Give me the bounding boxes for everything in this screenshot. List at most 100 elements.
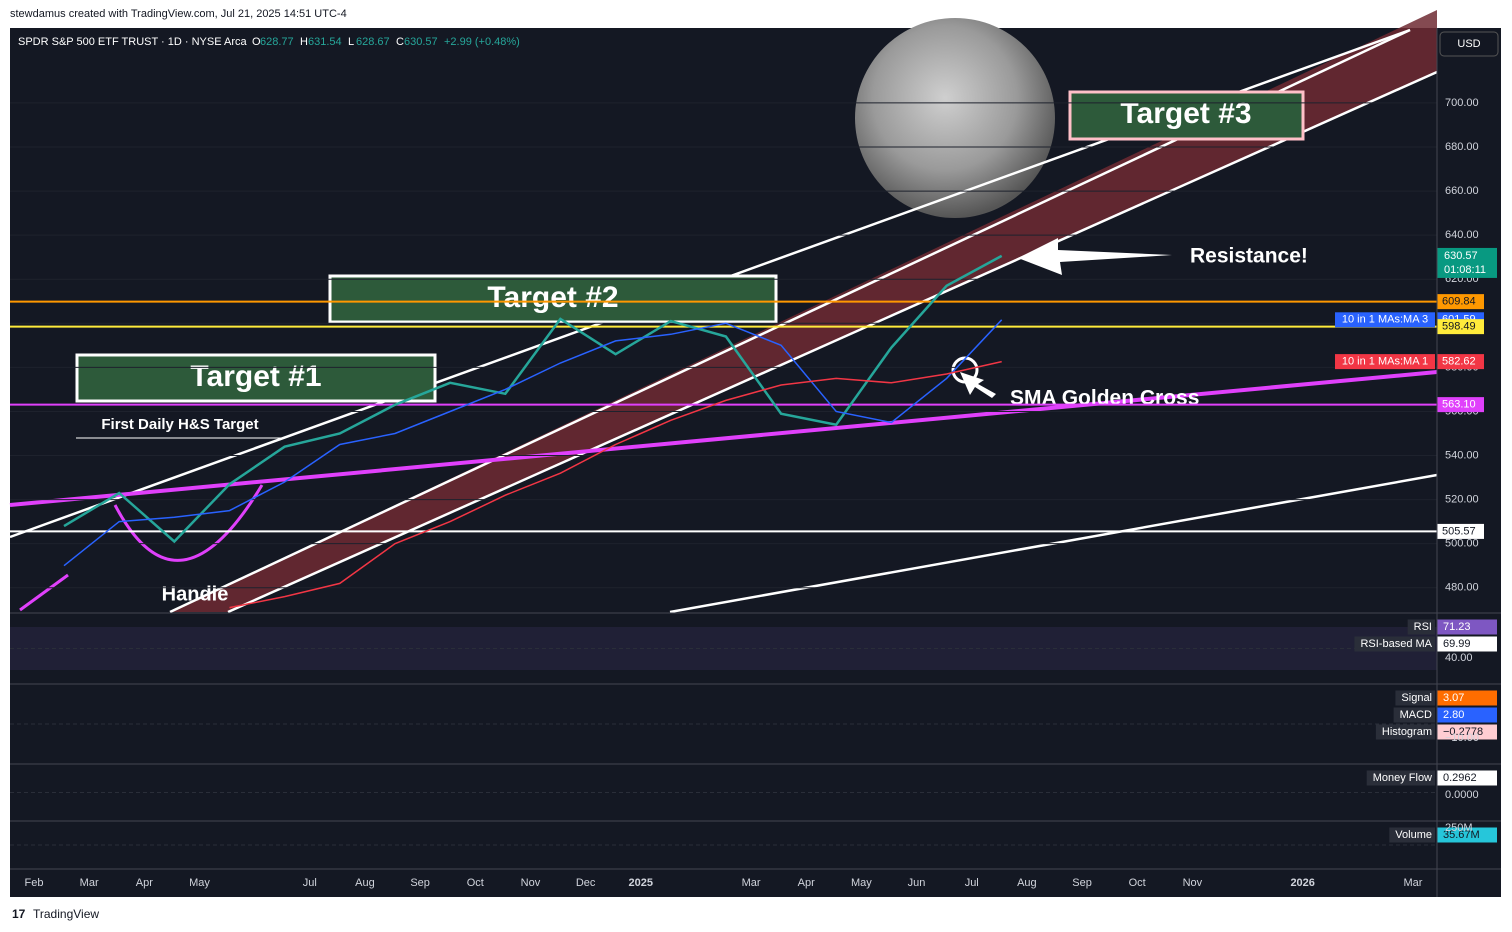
y-tick-label: 520.00 <box>1445 494 1479 506</box>
price-badge <box>1437 294 1484 310</box>
price-badge <box>1437 354 1484 370</box>
price-badge-label: 609.84 <box>1442 296 1476 308</box>
x-tick-label: Jun <box>908 877 926 889</box>
header-text: O <box>252 36 261 48</box>
indicator-name-bg <box>1389 827 1435 843</box>
indicator-name-bg <box>1395 690 1435 706</box>
y-tick-label: 480.00 <box>1445 582 1479 594</box>
header-text: +2.99 (+0.48%) <box>444 36 520 48</box>
indicator-value: 0.2962 <box>1443 772 1477 784</box>
price-badge <box>1437 319 1484 335</box>
x-tick-label: Nov <box>521 877 541 889</box>
header-text: C <box>396 36 404 48</box>
annotation: First Daily H&S Target <box>101 416 258 433</box>
indicator-value: 3.07 <box>1443 692 1464 704</box>
header-text: 628.77 <box>260 36 294 48</box>
indicator-name-bg <box>1393 707 1435 723</box>
indicator-value-bg <box>1437 827 1497 843</box>
indicator-value: 2.80 <box>1443 709 1464 721</box>
arrow <box>1018 238 1172 275</box>
credit: stewdamus created with TradingView.com, … <box>10 8 347 20</box>
pane-tick: 0.0000 <box>1445 789 1479 801</box>
x-tick-label: Jul <box>303 877 317 889</box>
x-tick-label: May <box>189 877 210 889</box>
target-box <box>328 274 778 324</box>
moon <box>855 18 1055 218</box>
pane-tick: 250M <box>1445 822 1473 834</box>
indicator-name-bg <box>1366 770 1435 786</box>
indicator-name-bg <box>1375 724 1435 740</box>
y-tick-label: 500.00 <box>1445 538 1479 550</box>
ma-label-bg <box>1335 354 1435 370</box>
indicator-name: Money Flow <box>1373 772 1432 784</box>
pane-tick: 40.00 <box>1445 652 1473 664</box>
indicator-value-bg <box>1437 636 1497 652</box>
indicator-value-bg <box>1437 619 1497 635</box>
indicator-value: 35.67M <box>1443 829 1480 841</box>
countdown: 01:08:11 <box>1444 264 1486 276</box>
header-text: SPDR S&P 500 ETF TRUST · 1D · NYSE Arca <box>18 36 248 48</box>
x-tick-label: Dec <box>576 877 596 889</box>
indicator-name: MACD <box>1400 709 1432 721</box>
annotation: SMA Golden Cross <box>1010 387 1199 410</box>
trend-line <box>9 370 1438 507</box>
indicator-name: RSI-based MA <box>1360 638 1432 650</box>
x-tick-label: Feb <box>25 877 44 889</box>
header-text: 628.67 <box>356 36 390 48</box>
y-tick-label: 640.00 <box>1445 229 1479 241</box>
indicator-name: Signal <box>1401 692 1432 704</box>
indicator-value-bg <box>1437 724 1497 740</box>
price-badge <box>1437 523 1484 539</box>
currency-button[interactable] <box>1439 31 1499 57</box>
x-tick-label: Sep <box>1072 877 1092 889</box>
annotation: Target #3 <box>1120 97 1251 130</box>
x-tick-label: Apr <box>798 877 815 889</box>
indicator-value: 71.23 <box>1443 621 1471 633</box>
ma-label: 10 in 1 MAs:MA 1 <box>1342 356 1428 368</box>
x-tick-label: Sep <box>410 877 430 889</box>
price-badge <box>1437 397 1484 413</box>
annotation: Target #2 <box>487 281 618 314</box>
series-line <box>63 254 1003 544</box>
y-tick-label: 700.00 <box>1445 97 1479 109</box>
chart-panel <box>10 28 1501 897</box>
x-tick-label: Aug <box>1017 877 1037 889</box>
last-price-badge <box>1437 247 1497 278</box>
cup-rim <box>19 573 69 612</box>
indicator-value: 69.99 <box>1443 638 1471 650</box>
price-badge-label: 598.49 <box>1442 321 1476 333</box>
rsi-band <box>10 627 1437 670</box>
header-text: H <box>300 36 308 48</box>
arrow <box>960 372 996 398</box>
indicator-name: Histogram <box>1382 726 1432 738</box>
x-tick-label: Mar <box>80 877 99 889</box>
last-price: 630.57 <box>1444 250 1478 262</box>
indicator-value-bg <box>1437 690 1497 706</box>
target-box <box>1068 90 1305 141</box>
annotation: Target #1 <box>190 360 321 393</box>
x-tick-label: Aug <box>355 877 375 889</box>
price-badge-label: 582.62 <box>1442 356 1476 368</box>
y-tick-label: 680.00 <box>1445 141 1479 153</box>
pane-tick: −10.00 <box>1445 732 1479 744</box>
x-tick-label: 2026 <box>1290 877 1314 889</box>
footer-logo: TradingView <box>33 907 99 921</box>
annotation: Resistance! <box>1190 245 1308 268</box>
y-tick-label: 660.00 <box>1445 185 1479 197</box>
logo-mark: 17 <box>12 907 26 921</box>
currency[interactable]: USD <box>1457 38 1480 50</box>
x-tick-label: Mar <box>742 877 761 889</box>
ma-label-bg <box>1335 312 1435 328</box>
header-text: 630.57 <box>404 36 438 48</box>
channel-line <box>227 70 1438 614</box>
x-tick-label: Jul <box>965 877 979 889</box>
price-badge-label: 563.10 <box>1442 399 1476 411</box>
ma-label: 10 in 1 MAs:MA 3 <box>1342 314 1428 326</box>
series-line <box>229 360 1002 609</box>
indicator-name: RSI <box>1414 621 1432 633</box>
header-text: L <box>348 36 354 48</box>
x-tick-label: 2025 <box>629 877 653 889</box>
x-tick-label: May <box>851 877 872 889</box>
series-line <box>63 319 1003 567</box>
indicator-value-bg <box>1437 770 1497 786</box>
